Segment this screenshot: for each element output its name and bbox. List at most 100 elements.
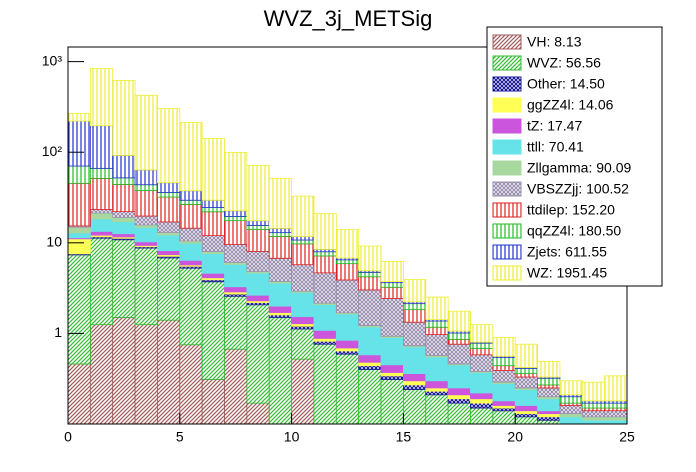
- histogram-bar: [201, 281, 225, 380]
- histogram-bar: [604, 375, 627, 402]
- histogram-bar: [313, 329, 337, 339]
- x-tick-label: 20: [507, 429, 523, 445]
- legend-label: VBSZZjj: 100.52: [527, 181, 629, 197]
- histogram-bar: [157, 234, 181, 252]
- histogram-bar: [224, 220, 248, 245]
- histogram-bar: [201, 235, 225, 252]
- histogram-bar: [447, 402, 471, 424]
- histogram-bar: [157, 196, 181, 223]
- histogram-bar: [559, 413, 583, 418]
- histogram-bar: [268, 317, 292, 424]
- histogram-bar: [447, 364, 471, 389]
- histogram-bar: [335, 313, 360, 341]
- legend-label: WVZ: 56.56: [527, 55, 601, 71]
- histogram-bar: [134, 324, 158, 424]
- histogram-bar: [89, 178, 114, 210]
- histogram-bar: [447, 387, 471, 396]
- histogram-bar: [470, 407, 494, 424]
- histogram-bar: [89, 209, 114, 214]
- histogram-bar: [514, 410, 538, 415]
- histogram-bar: [581, 410, 606, 418]
- histogram-bar: [268, 305, 292, 313]
- legend-label: WZ: 1951.45: [527, 265, 607, 281]
- histogram-bar: [581, 416, 606, 421]
- histogram-bar: [447, 394, 471, 400]
- histogram-bar: [402, 373, 427, 382]
- histogram-bar: [268, 282, 292, 307]
- histogram-bar: [604, 407, 627, 412]
- histogram-bar: [291, 264, 315, 292]
- legend-swatch: [492, 76, 522, 92]
- histogram-bar: [68, 254, 91, 365]
- chart-title: WVZ_3j_METSig: [264, 6, 433, 31]
- histogram-bar: [514, 413, 538, 418]
- histogram-bar: [514, 416, 538, 424]
- histogram-bar: [89, 218, 114, 232]
- legend-swatch: [492, 118, 522, 134]
- legend-swatch: [492, 202, 522, 218]
- histogram-bar: [68, 182, 91, 227]
- histogram-bar: [246, 272, 270, 296]
- legend-swatch: [492, 181, 522, 197]
- legend-swatch: [492, 160, 522, 176]
- histogram-bar: [492, 337, 516, 357]
- histogram-bar: [179, 242, 203, 261]
- histogram-bar: [291, 243, 315, 266]
- histogram-bar: [358, 354, 382, 363]
- histogram-bar: [179, 122, 203, 192]
- x-tick-label: 10: [284, 429, 300, 445]
- histogram-bar: [89, 231, 114, 236]
- histogram-bar: [201, 207, 225, 213]
- histogram-bar: [402, 309, 427, 323]
- histogram-bar: [224, 295, 248, 350]
- histogram-bar: [291, 195, 315, 237]
- histogram-bar: [268, 177, 292, 229]
- histogram-bar: [134, 247, 158, 326]
- histogram-bar: [605, 444, 627, 451]
- histogram-bar: [358, 276, 382, 291]
- histogram-bar: [470, 324, 494, 343]
- histogram-bar: [89, 125, 114, 169]
- histogram-bar: [68, 226, 91, 234]
- histogram-bar: [224, 244, 248, 263]
- histogram-bar: [582, 433, 604, 438]
- legend-swatch: [492, 244, 522, 260]
- histogram-bar: [560, 438, 582, 444]
- histogram-bar: [112, 184, 136, 213]
- histogram-bar: [425, 380, 449, 389]
- histogram-bar: [402, 380, 427, 386]
- histogram-bar: [492, 383, 516, 402]
- histogram-bar: [335, 259, 360, 265]
- histogram-bar: [246, 225, 270, 230]
- histogram-bar: [380, 337, 404, 366]
- histogram-bar: [380, 286, 404, 299]
- histogram-bar: [447, 338, 471, 345]
- histogram-bar: [179, 199, 203, 205]
- histogram-bar: [291, 325, 315, 330]
- legend-swatch: [492, 265, 522, 281]
- histogram-bar: [313, 255, 337, 274]
- histogram-bar: [335, 279, 360, 314]
- histogram-bar: [246, 304, 270, 404]
- histogram-bar: [514, 343, 538, 368]
- histogram-bar: [447, 343, 471, 365]
- histogram-bar: [112, 155, 136, 179]
- x-tick-label: 0: [64, 429, 72, 445]
- histogram-bar: [157, 250, 181, 256]
- histogram-bar: [335, 229, 360, 259]
- histogram-bar: [581, 407, 606, 412]
- legend-label: Zllgamma: 90.09: [527, 160, 631, 176]
- legend-label: ttll: 70.41: [527, 139, 584, 155]
- legend-label: Zjets: 611.55: [527, 244, 607, 260]
- histogram-bar: [335, 347, 360, 352]
- histogram-bar: [492, 407, 516, 412]
- histogram-bar: [447, 310, 471, 332]
- histogram-bar: [134, 169, 158, 186]
- histogram-bar: [447, 332, 471, 340]
- histogram-bar: [560, 444, 582, 451]
- legend-swatch: [492, 97, 522, 113]
- histogram-bar: [537, 377, 561, 386]
- histogram-bar: [313, 343, 337, 424]
- histogram-bar: [134, 94, 158, 171]
- histogram-bar: [559, 396, 583, 404]
